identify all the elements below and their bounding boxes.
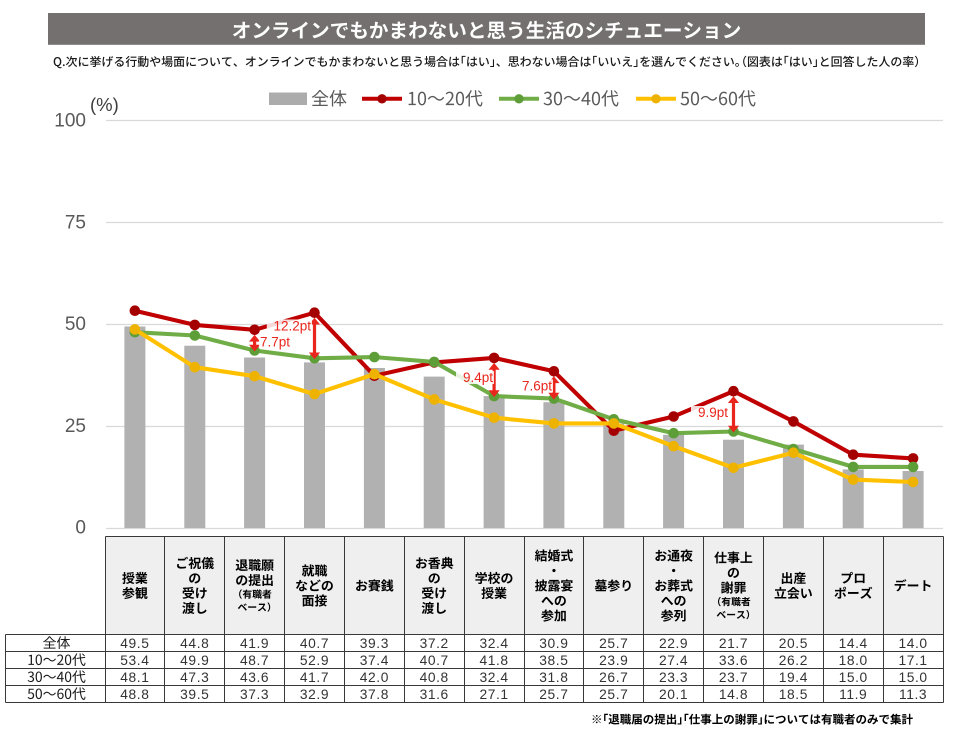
svg-text:25: 25 bbox=[65, 416, 86, 437]
svg-text:48.8: 48.8 bbox=[120, 687, 149, 702]
svg-text:11.3: 11.3 bbox=[899, 687, 927, 702]
svg-text:23.3: 23.3 bbox=[659, 670, 688, 685]
svg-text:31.6: 31.6 bbox=[420, 687, 449, 702]
svg-text:23.7: 23.7 bbox=[719, 670, 748, 685]
svg-text:18.0: 18.0 bbox=[839, 653, 868, 668]
svg-text:41.9: 41.9 bbox=[240, 636, 269, 651]
svg-text:15.0: 15.0 bbox=[898, 670, 927, 685]
svg-text:14.8: 14.8 bbox=[719, 687, 748, 702]
svg-text:37.3: 37.3 bbox=[240, 687, 269, 702]
svg-text:22.9: 22.9 bbox=[659, 636, 688, 651]
svg-text:25.7: 25.7 bbox=[599, 636, 628, 651]
svg-text:18.5: 18.5 bbox=[779, 687, 808, 702]
svg-text:26.2: 26.2 bbox=[779, 653, 808, 668]
svg-text:17.1: 17.1 bbox=[898, 653, 927, 668]
svg-text:14.4: 14.4 bbox=[839, 636, 868, 651]
svg-text:37.4: 37.4 bbox=[360, 653, 389, 668]
svg-text:32.4: 32.4 bbox=[479, 636, 508, 651]
svg-text:40.7: 40.7 bbox=[420, 653, 449, 668]
svg-text:41.8: 41.8 bbox=[479, 653, 508, 668]
svg-text:42.0: 42.0 bbox=[360, 670, 389, 685]
svg-text:75: 75 bbox=[65, 212, 86, 233]
svg-text:27.4: 27.4 bbox=[659, 653, 688, 668]
svg-text:20.1: 20.1 bbox=[659, 687, 688, 702]
svg-text:12.2pt: 12.2pt bbox=[273, 319, 311, 334]
svg-text:47.3: 47.3 bbox=[180, 670, 209, 685]
svg-text:50: 50 bbox=[65, 314, 86, 335]
svg-text:40.8: 40.8 bbox=[420, 670, 449, 685]
svg-text:19.4: 19.4 bbox=[779, 670, 808, 685]
svg-text:32.9: 32.9 bbox=[300, 687, 329, 702]
svg-text:7.7pt: 7.7pt bbox=[260, 335, 290, 350]
svg-text:0: 0 bbox=[75, 518, 86, 539]
svg-text:48.7: 48.7 bbox=[240, 653, 269, 668]
svg-text:23.9: 23.9 bbox=[599, 653, 628, 668]
svg-text:52.9: 52.9 bbox=[300, 653, 329, 668]
svg-text:25.7: 25.7 bbox=[599, 687, 628, 702]
svg-text:37.8: 37.8 bbox=[360, 687, 389, 702]
svg-text:26.7: 26.7 bbox=[599, 670, 628, 685]
svg-text:14.0: 14.0 bbox=[898, 636, 927, 651]
svg-text:37.2: 37.2 bbox=[420, 636, 449, 651]
svg-text:30.9: 30.9 bbox=[539, 636, 568, 651]
svg-text:11.9: 11.9 bbox=[839, 687, 867, 702]
svg-text:9.4pt: 9.4pt bbox=[463, 370, 493, 385]
svg-text:32.4: 32.4 bbox=[479, 670, 508, 685]
svg-text:41.7: 41.7 bbox=[300, 670, 329, 685]
svg-text:39.5: 39.5 bbox=[180, 687, 209, 702]
svg-text:33.6: 33.6 bbox=[719, 653, 748, 668]
svg-text:15.0: 15.0 bbox=[839, 670, 868, 685]
svg-text:40.7: 40.7 bbox=[300, 636, 329, 651]
svg-text:21.7: 21.7 bbox=[719, 636, 748, 651]
svg-text:100: 100 bbox=[54, 111, 86, 132]
svg-text:25.7: 25.7 bbox=[539, 687, 568, 702]
svg-text:38.5: 38.5 bbox=[539, 653, 568, 668]
svg-text:43.6: 43.6 bbox=[240, 670, 269, 685]
svg-text:48.1: 48.1 bbox=[120, 670, 149, 685]
svg-text:44.8: 44.8 bbox=[180, 636, 209, 651]
svg-text:20.5: 20.5 bbox=[779, 636, 808, 651]
svg-text:53.4: 53.4 bbox=[120, 653, 149, 668]
svg-text:9.9pt: 9.9pt bbox=[698, 405, 728, 420]
svg-text:31.8: 31.8 bbox=[539, 670, 568, 685]
svg-text:7.6pt: 7.6pt bbox=[522, 378, 552, 393]
svg-text:27.1: 27.1 bbox=[479, 687, 508, 702]
svg-text:49.9: 49.9 bbox=[180, 653, 209, 668]
svg-text:39.3: 39.3 bbox=[360, 636, 389, 651]
svg-text:(%): (%) bbox=[90, 94, 119, 115]
svg-text:49.5: 49.5 bbox=[120, 636, 149, 651]
